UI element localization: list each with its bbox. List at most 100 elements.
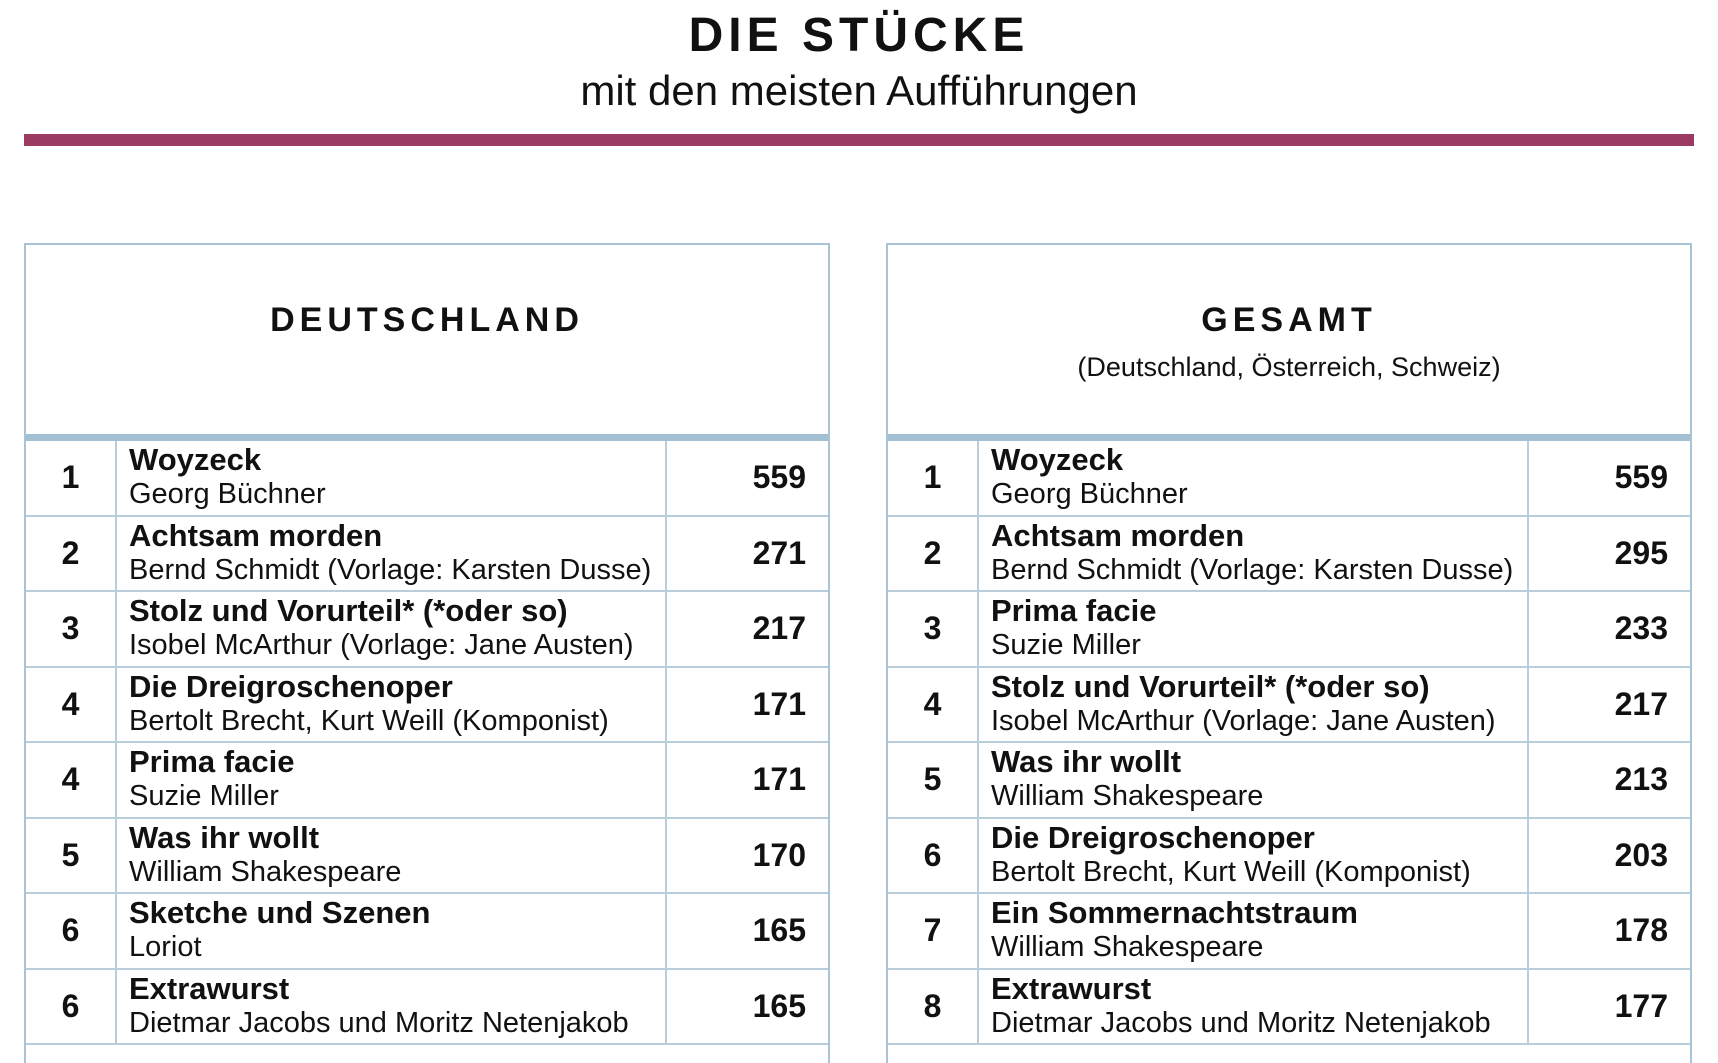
table-row: 1 Woyzeck Georg Büchner 559 — [888, 441, 1690, 517]
performance-count: 213 — [1614, 761, 1668, 798]
table-row: 4 Die Dreigroschenoper Bertolt Brecht, Kur… — [26, 667, 828, 743]
work-cell: Die Dreigroschenoper Bertolt Brecht, Kurt… — [979, 818, 1529, 892]
performance-count: 171 — [752, 761, 806, 798]
work-author: Bernd Schmidt (Vorlage: Karsten Dusse) — [129, 553, 652, 586]
work-title: Was ihr wollt — [991, 744, 1182, 779]
work-author: Isobel McArthur (Vorlage: Jane Austen) — [129, 629, 634, 661]
work-author: Bertolt Brecht, Kurt Weill (Komponist) — [991, 855, 1471, 888]
header-divider — [24, 134, 1694, 146]
work-cell: Achtsam morden Bernd Schmidt (Vorlage: Ka… — [979, 516, 1529, 590]
work-cell: Stolz und Vorurteil* (*oder so) Isobel Mc… — [979, 667, 1529, 741]
performance-count: 559 — [1614, 459, 1668, 496]
work-cell: Woyzeck Georg Büchner — [979, 441, 1529, 515]
table-header-divider — [888, 434, 1690, 441]
work-cell: Prima facie Suzie Miller — [117, 743, 667, 817]
table-row: 6 Extrawurst Dietmar Jacobs und Moritz Net… — [26, 969, 828, 1045]
rank-cell: 2 — [888, 516, 979, 590]
table-title: GESAMT — [1201, 301, 1377, 339]
work-author: William Shakespeare — [129, 855, 402, 888]
performance-count: 271 — [752, 534, 806, 571]
performance-count: 295 — [1614, 534, 1668, 571]
table-row: 3 Prima facie Suzie Miller 233 — [888, 592, 1690, 668]
rank-cell: 6 — [888, 818, 979, 892]
table-header: DEUTSCHLAND — [26, 245, 828, 434]
rank-cell: 4 — [888, 667, 979, 741]
performance-count: 171 — [752, 685, 806, 722]
work-cell: Woyzeck Georg Büchner — [117, 441, 667, 515]
performance-count: 178 — [1614, 912, 1668, 949]
work-title: Achtsam morden — [129, 517, 383, 553]
rank-cell: 8 — [888, 969, 979, 1043]
performance-count: 165 — [752, 912, 806, 949]
table-subtitle: (Deutschland, Österreich, Schweiz) — [1077, 352, 1501, 382]
work-author: Bertolt Brecht, Kurt Weill (Komponist) — [129, 704, 609, 737]
rank-cell: 3 — [26, 592, 117, 666]
work-author: Bernd Schmidt (Vorlage: Karsten Dusse) — [991, 553, 1514, 586]
rank-cell: 5 — [888, 743, 979, 817]
performance-count: 217 — [752, 610, 806, 647]
work-cell: Stolz und Vorurteil* (*oder so) Isobel Mc… — [117, 592, 667, 666]
table-row: 5 Was ihr wollt William Shakespeare 170 — [26, 818, 828, 894]
work-author: Georg Büchner — [129, 478, 326, 510]
table-row: 3 Stolz und Vorurteil* (*oder so) Isobel M… — [26, 592, 828, 668]
table-row: 8 Extrawurst Dietmar Jacobs und Moritz Net… — [888, 969, 1690, 1045]
table-body: 1 Woyzeck Georg Büchner 559 2 Achtsam morden B… — [888, 441, 1690, 1045]
work-title: Stolz und Vorurteil* (*oder so) — [129, 593, 568, 628]
table-header: GESAMT (Deutschland, Österreich, Schweiz… — [888, 245, 1690, 434]
work-title: Extrawurst — [129, 970, 290, 1006]
table-row: 2 Achtsam morden Bernd Schmidt (Vorlage: K… — [26, 516, 828, 592]
work-title: Prima facie — [129, 744, 295, 779]
table-deutschland: DEUTSCHLAND 1 Woyzeck Georg Büchner 559 2 Ach… — [24, 243, 830, 1063]
work-title: Sketche und Szenen — [129, 895, 431, 930]
table-row: 7 Ein Sommernachtstraum William Shakespear… — [888, 894, 1690, 970]
table-body: 1 Woyzeck Georg Büchner 559 2 Achtsam morden B… — [26, 441, 828, 1045]
table-row: 1 Woyzeck Georg Büchner 559 — [26, 441, 828, 517]
work-cell: Sketche und Szenen Loriot — [117, 894, 667, 968]
rank-cell: 6 — [26, 894, 117, 968]
table-row: 6 Die Dreigroschenoper Bertolt Brecht, Kur… — [888, 818, 1690, 894]
performance-count: 217 — [1614, 685, 1668, 722]
work-title: Woyzeck — [129, 442, 262, 477]
work-author: Dietmar Jacobs und Moritz Netenjakob — [991, 1006, 1491, 1039]
table-title: DEUTSCHLAND — [270, 301, 584, 339]
page-title: DIE STÜCKE — [688, 9, 1030, 62]
work-title: Extrawurst — [991, 970, 1152, 1006]
table-row: 4 Prima facie Suzie Miller 171 — [26, 743, 828, 819]
work-cell: Was ihr wollt William Shakespeare — [979, 743, 1529, 817]
rank-cell: 1 — [888, 441, 979, 515]
work-author: Isobel McArthur (Vorlage: Jane Austen) — [991, 704, 1496, 737]
work-author: William Shakespeare — [991, 780, 1264, 812]
performance-count: 165 — [752, 987, 806, 1024]
performance-count: 203 — [1614, 836, 1668, 873]
rank-cell: 2 — [26, 516, 117, 590]
work-cell: Die Dreigroschenoper Bertolt Brecht, Kurt… — [117, 667, 667, 741]
table-header-divider — [26, 434, 828, 441]
work-cell: Was ihr wollt William Shakespeare — [117, 818, 667, 892]
work-title: Prima facie — [991, 593, 1157, 628]
table-gesamt: GESAMT (Deutschland, Österreich, Schweiz… — [886, 243, 1692, 1063]
work-title: Die Dreigroschenoper — [991, 819, 1315, 855]
work-cell: Extrawurst Dietmar Jacobs und Moritz Nete… — [117, 969, 667, 1043]
work-title: Woyzeck — [991, 442, 1124, 477]
work-title: Achtsam morden — [991, 517, 1245, 553]
work-author: Suzie Miller — [129, 780, 279, 812]
performance-count: 233 — [1614, 610, 1668, 647]
work-author: Loriot — [129, 931, 202, 963]
rank-cell: 3 — [888, 592, 979, 666]
work-cell: Achtsam morden Bernd Schmidt (Vorlage: Ka… — [117, 516, 667, 590]
table-row: 2 Achtsam morden Bernd Schmidt (Vorlage: K… — [888, 516, 1690, 592]
page-subtitle: mit den meisten Aufführungen — [580, 67, 1138, 114]
rank-cell: 1 — [26, 441, 117, 515]
work-author: Georg Büchner — [991, 478, 1188, 510]
work-author: Dietmar Jacobs und Moritz Netenjakob — [129, 1006, 629, 1039]
performance-count: 177 — [1614, 987, 1668, 1024]
work-title: Was ihr wollt — [129, 819, 320, 855]
table-row: 4 Stolz und Vorurteil* (*oder so) Isobel M… — [888, 667, 1690, 743]
work-cell: Extrawurst Dietmar Jacobs und Moritz Nete… — [979, 969, 1529, 1043]
work-cell: Prima facie Suzie Miller — [979, 592, 1529, 666]
work-title: Die Dreigroschenoper — [129, 668, 453, 704]
work-cell: Ein Sommernachtstraum William Shakespeare — [979, 894, 1529, 968]
work-title: Ein Sommernachtstraum — [991, 895, 1358, 930]
rank-cell: 6 — [26, 969, 117, 1043]
work-title: Stolz und Vorurteil* (*oder so) — [991, 668, 1430, 704]
